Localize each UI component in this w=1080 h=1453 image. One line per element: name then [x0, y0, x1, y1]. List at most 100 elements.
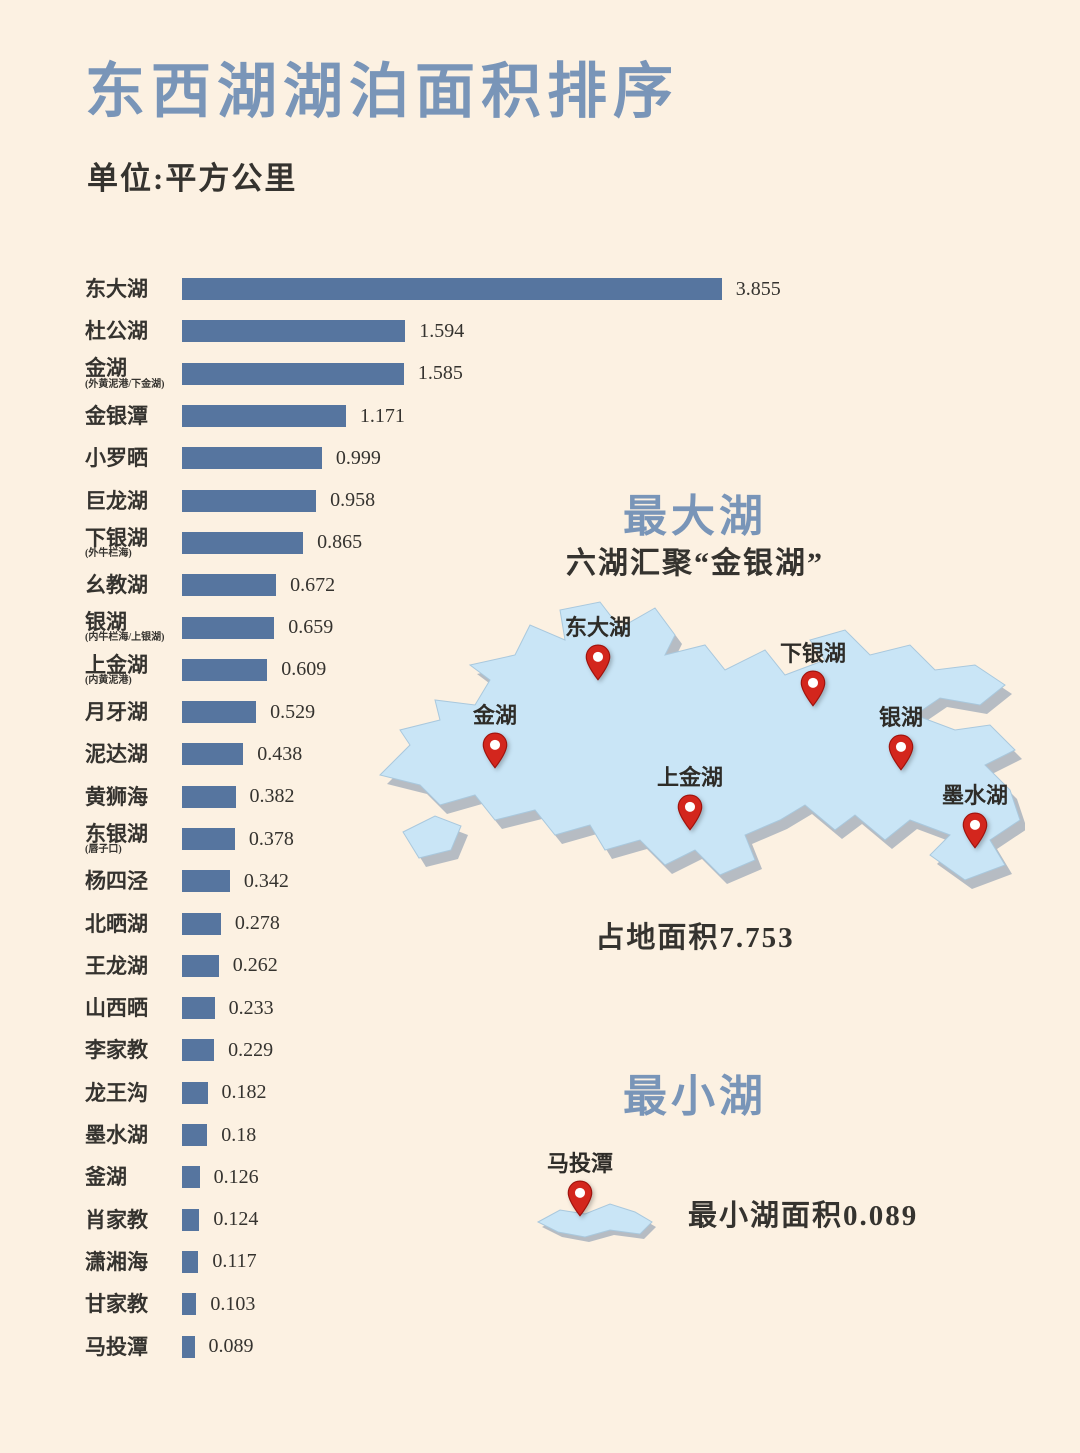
lake-bar: [182, 278, 722, 301]
lake-bar: [182, 1124, 208, 1147]
unit-label: 单位:平方公里: [87, 161, 298, 196]
map-pin-icon: [888, 734, 914, 771]
lake-value: 0.529: [270, 700, 316, 723]
lake-bar: [182, 489, 317, 512]
lake-value: 0.342: [243, 869, 289, 892]
smallest-lake-heading: 最小湖: [623, 1072, 767, 1121]
lake-name: 泥达湖: [85, 742, 148, 767]
map-marker-moshuihu: 墨水湖: [942, 778, 1008, 850]
bar-row: 山西晒 0.233: [85, 987, 845, 1029]
pin-label: 上金湖: [656, 765, 724, 790]
lake-value: 0.672: [290, 573, 336, 596]
lake-value: 0.229: [228, 1038, 274, 1061]
lake-name: 山西晒: [85, 996, 148, 1021]
lake-name: 东大湖: [85, 277, 148, 302]
lake-value: 1.594: [419, 319, 465, 342]
map-pin-icon: [962, 812, 988, 849]
lake-subname: (外黄泥港/下金湖): [85, 378, 165, 390]
bar-row: 下银湖 (外牛栏海) 0.865: [85, 522, 845, 564]
lake-name: 杨四泾: [85, 869, 148, 894]
lake-bar: [182, 616, 275, 639]
lake-name: 幺教湖: [85, 573, 148, 598]
lake-bar: [182, 531, 304, 554]
lake-bar: [182, 1039, 215, 1062]
lake-name: 小罗晒: [85, 446, 148, 471]
lake-bar: [182, 574, 277, 597]
lake-bar: [182, 1081, 208, 1104]
lake-value: 0.659: [288, 616, 334, 639]
lake-bar: [182, 997, 215, 1020]
lake-bar: [182, 447, 322, 470]
lake-value: 0.438: [257, 742, 303, 765]
lake-value: 0.182: [221, 1081, 267, 1104]
lake-bar: [182, 1293, 197, 1316]
bar-row: 小罗晒 0.999: [85, 437, 845, 479]
lake-name: 釜湖: [85, 1165, 127, 1190]
lake-value: 0.262: [232, 954, 278, 977]
map-body: [536, 1203, 653, 1238]
bar-row: 龙王沟 0.182: [85, 1072, 845, 1114]
lake-subname: (内牛栏海/上银湖): [85, 632, 165, 644]
lake-bar: [182, 1208, 200, 1231]
lake-name: 李家教: [85, 1038, 148, 1063]
lake-value: 0.278: [234, 912, 280, 935]
bar-row: 墨水湖 0.18: [85, 1114, 845, 1156]
lake-value: 1.171: [359, 404, 405, 427]
lake-name: 黄狮海: [85, 784, 148, 809]
lake-value: 0.117: [212, 1250, 257, 1273]
bar-row: 马投潭 0.089: [85, 1325, 845, 1367]
lake-name: 甘家教: [85, 1292, 148, 1317]
lake-bar: [182, 1166, 200, 1189]
bar-row: 东大湖 3.855: [85, 268, 845, 310]
lake-value: 0.103: [210, 1292, 256, 1315]
lake-name: 金湖 (外黄泥港/下金湖): [85, 357, 182, 390]
lake-name: 巨龙湖: [85, 488, 148, 513]
lake-value: 0.124: [213, 1208, 259, 1231]
map-marker-dongdahu: 东大湖: [565, 610, 631, 682]
bar-row: 上金湖 (内黄泥港) 0.609: [85, 649, 845, 691]
lake-name: 潇湘海: [85, 1249, 148, 1274]
lake-bar: [182, 405, 346, 428]
lake-name: 东银湖 (唇子口): [85, 823, 182, 856]
lake-name: 北晒湖: [85, 911, 148, 936]
map-pin-icon: [800, 670, 826, 707]
lake-subname: (唇子口): [85, 843, 122, 855]
bar-row: 釜湖 0.126: [85, 1156, 845, 1198]
bar-row: 月牙湖 0.529: [85, 691, 845, 733]
lake-value: 0.382: [249, 785, 295, 808]
lake-bar: [182, 320, 406, 343]
lake-bar: [182, 701, 257, 724]
lake-bar: [182, 1250, 199, 1273]
lake-name: 肖家教: [85, 1207, 148, 1232]
lake-subname: (内黄泥港): [85, 674, 132, 686]
pin-label: 东大湖: [564, 615, 632, 640]
pin-label: 金湖: [472, 703, 518, 728]
lake-value: 0.865: [317, 531, 363, 554]
lake-bar: [182, 1335, 195, 1358]
lake-name: 银湖 (内牛栏海/上银湖): [85, 611, 182, 644]
bar-chart-rows: 东大湖 3.855 杜公湖 1.594 金湖 (外黄泥港/下金湖) 1.585 金银潭 1.17…: [85, 268, 845, 1368]
lake-value: 0.999: [335, 446, 381, 469]
lake-name: 龙王沟: [85, 1080, 148, 1105]
pin-label: 下银湖: [779, 641, 847, 666]
bar-row: 李家教 0.229: [85, 1029, 845, 1071]
map-marker-jinhu: 金湖: [473, 698, 517, 770]
lake-value: 0.958: [330, 489, 376, 512]
lake-bar: [182, 658, 268, 681]
map-pin-icon: [677, 794, 703, 831]
bar-row: 杜公湖 1.594: [85, 310, 845, 352]
lake-value: 0.378: [248, 827, 294, 850]
page-title: 东西湖湖泊面积排序: [85, 59, 679, 125]
lake-value: 0.18: [221, 1123, 257, 1146]
map-marker-matoutan: 马投潭: [547, 1146, 613, 1218]
pin-label: 墨水湖: [941, 783, 1009, 808]
map-pin-icon: [585, 644, 611, 681]
largest-lake-subheading: 六湖汇聚“金银湖”: [566, 547, 824, 580]
lake-name: 王龙湖: [85, 953, 148, 978]
bar-row: 王龙湖 0.262: [85, 945, 845, 987]
lake-name: 马投潭: [85, 1334, 148, 1359]
smallest-lake-area: 最小湖面积0.089: [688, 1200, 919, 1232]
lake-value: 0.609: [281, 658, 327, 681]
pin-label: 马投潭: [546, 1151, 614, 1176]
